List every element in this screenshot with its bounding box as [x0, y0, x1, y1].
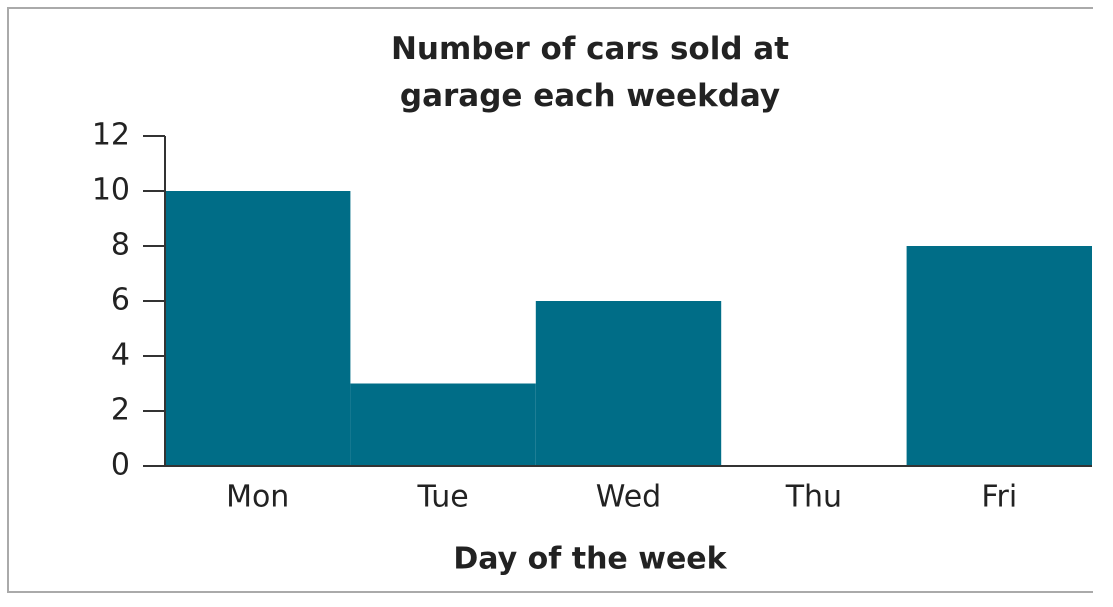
x-axis-label: Day of the week	[453, 542, 727, 577]
bar	[535, 301, 722, 466]
bar	[165, 191, 351, 466]
bar	[350, 383, 536, 466]
x-tick-label: Fri	[981, 480, 1017, 515]
frame	[7, 7, 1093, 593]
x-tick-label: Tue	[416, 480, 468, 515]
x-tick-label: Wed	[596, 480, 661, 515]
x-tick-label: Mon	[226, 480, 289, 515]
y-tick-label: 2	[111, 393, 130, 428]
y-tick-label: 10	[92, 173, 130, 208]
y-tick-label: 8	[111, 228, 130, 263]
x-tick-label: Thu	[785, 480, 842, 515]
chart-title: Number of cars sold at garage each weekd…	[390, 31, 790, 114]
y-tick-label: 6	[111, 283, 130, 318]
y-tick-label: 0	[111, 448, 130, 483]
bar	[906, 246, 1092, 466]
y-tick-label: 12	[92, 118, 130, 153]
y-tick-label: 4	[111, 338, 130, 373]
